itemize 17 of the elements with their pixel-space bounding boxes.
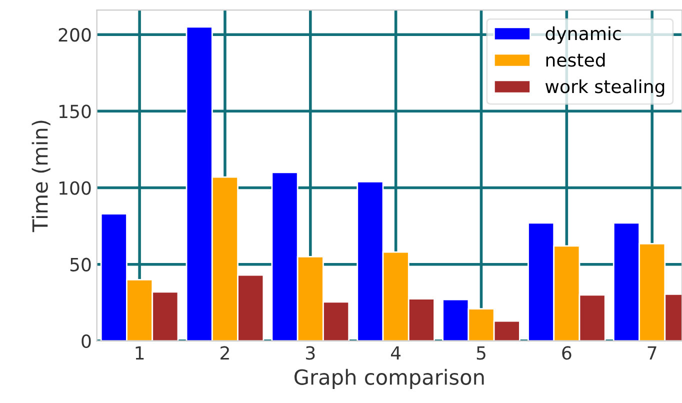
- x-tick-label: 6: [562, 346, 572, 360]
- y-axis-title: Time (min): [32, 120, 50, 232]
- x-axis-title: Graph comparison: [294, 368, 484, 389]
- x-tick-label: 2: [220, 346, 229, 360]
- x-tick-label: 3: [306, 346, 315, 360]
- legend-label: nested: [546, 52, 605, 67]
- legend-label: work stealing: [545, 79, 664, 97]
- y-tick-label: 150: [60, 104, 91, 118]
- x-tick-label: 7: [648, 346, 656, 360]
- legend-label: dynamic: [546, 26, 621, 44]
- y-tick-label: 0: [82, 334, 91, 348]
- x-tick-label: 5: [476, 346, 486, 360]
- x-tick-label: 1: [136, 346, 144, 360]
- y-tick-label: 200: [58, 28, 91, 42]
- y-tick-label: 100: [60, 181, 91, 195]
- y-tick-label: 50: [70, 258, 91, 272]
- x-tick-label: 4: [390, 346, 401, 360]
